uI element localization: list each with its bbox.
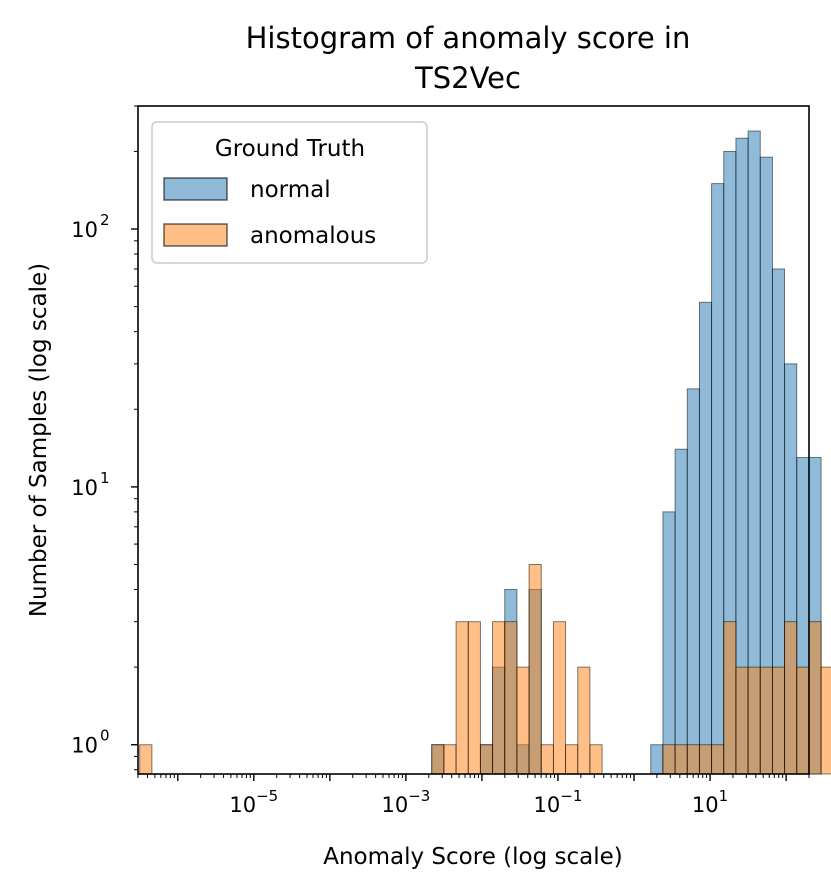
y-tick-exponent: 2 — [100, 211, 110, 229]
bar-normal — [650, 744, 664, 775]
x-tick-label: 10−3 — [381, 787, 430, 817]
bar-anomalous — [455, 621, 469, 775]
y-tick-exponent: 1 — [100, 469, 110, 487]
bar-anomalous — [565, 744, 579, 775]
bar-anomalous — [504, 621, 518, 775]
x-ticks: 10−5 10−3 10−1 101 — [137, 774, 810, 817]
bar-anomalous — [139, 744, 153, 775]
x-axis-label: Anomaly Score (log scale) — [323, 844, 623, 870]
y-tick-label: 10 — [71, 734, 98, 758]
bar-normal — [674, 448, 688, 775]
bar-anomalous — [467, 621, 481, 775]
legend-title: Ground Truth — [215, 136, 365, 162]
bar-anomalous — [784, 621, 798, 775]
y-tick-label: 10 — [71, 476, 98, 500]
bar-anomalous — [771, 666, 786, 775]
bar-anomalous — [723, 621, 737, 775]
legend-swatch-normal — [163, 177, 228, 201]
bar-anomalous — [662, 744, 676, 775]
bar-anomalous — [528, 564, 542, 775]
x-tick-label: 10−1 — [534, 787, 583, 817]
bar-anomalous — [589, 744, 603, 775]
bar-anomalous — [516, 666, 530, 775]
plot-frame — [137, 105, 810, 775]
bar-normal — [698, 301, 713, 775]
legend-label-anomalous: anomalous — [250, 223, 376, 249]
bar-normal — [662, 511, 676, 775]
legend: Ground Truth normal anomalous — [151, 121, 428, 264]
bar-normal — [711, 183, 725, 775]
bar-anomalous — [808, 621, 822, 775]
bar-anomalous — [796, 666, 810, 775]
bar-anomalous — [540, 744, 554, 775]
bar-anomalous — [674, 744, 688, 775]
bar-anomalous — [686, 744, 700, 775]
legend-label-normal: normal — [250, 177, 331, 203]
bar-anomalous — [552, 621, 567, 775]
bar-anomalous — [820, 666, 831, 775]
x-tick-label: 101 — [692, 787, 728, 817]
bar-anomalous — [759, 666, 773, 775]
bar-anomalous — [443, 744, 457, 775]
legend-swatch-anomalous — [163, 223, 228, 247]
bar-anomalous — [747, 666, 761, 775]
bar-anomalous — [577, 666, 591, 775]
bar-anomalous — [479, 744, 494, 775]
y-tick-label: 10 — [71, 218, 98, 242]
bar-anomalous — [431, 744, 445, 775]
chart-title-line-1: Histogram of anomaly score in — [246, 21, 691, 55]
y-tick-exponent: 0 — [100, 727, 110, 745]
bar-anomalous — [711, 744, 725, 775]
x-tick-label: 10−5 — [229, 787, 278, 817]
y-axis-label: Number of Samples (log scale) — [26, 263, 52, 617]
bar-anomalous — [735, 666, 749, 775]
bar-normal — [686, 388, 700, 775]
bar-anomalous — [698, 744, 713, 775]
chart-title-line-2: TS2Vec — [414, 61, 521, 95]
bar-anomalous — [492, 621, 506, 775]
